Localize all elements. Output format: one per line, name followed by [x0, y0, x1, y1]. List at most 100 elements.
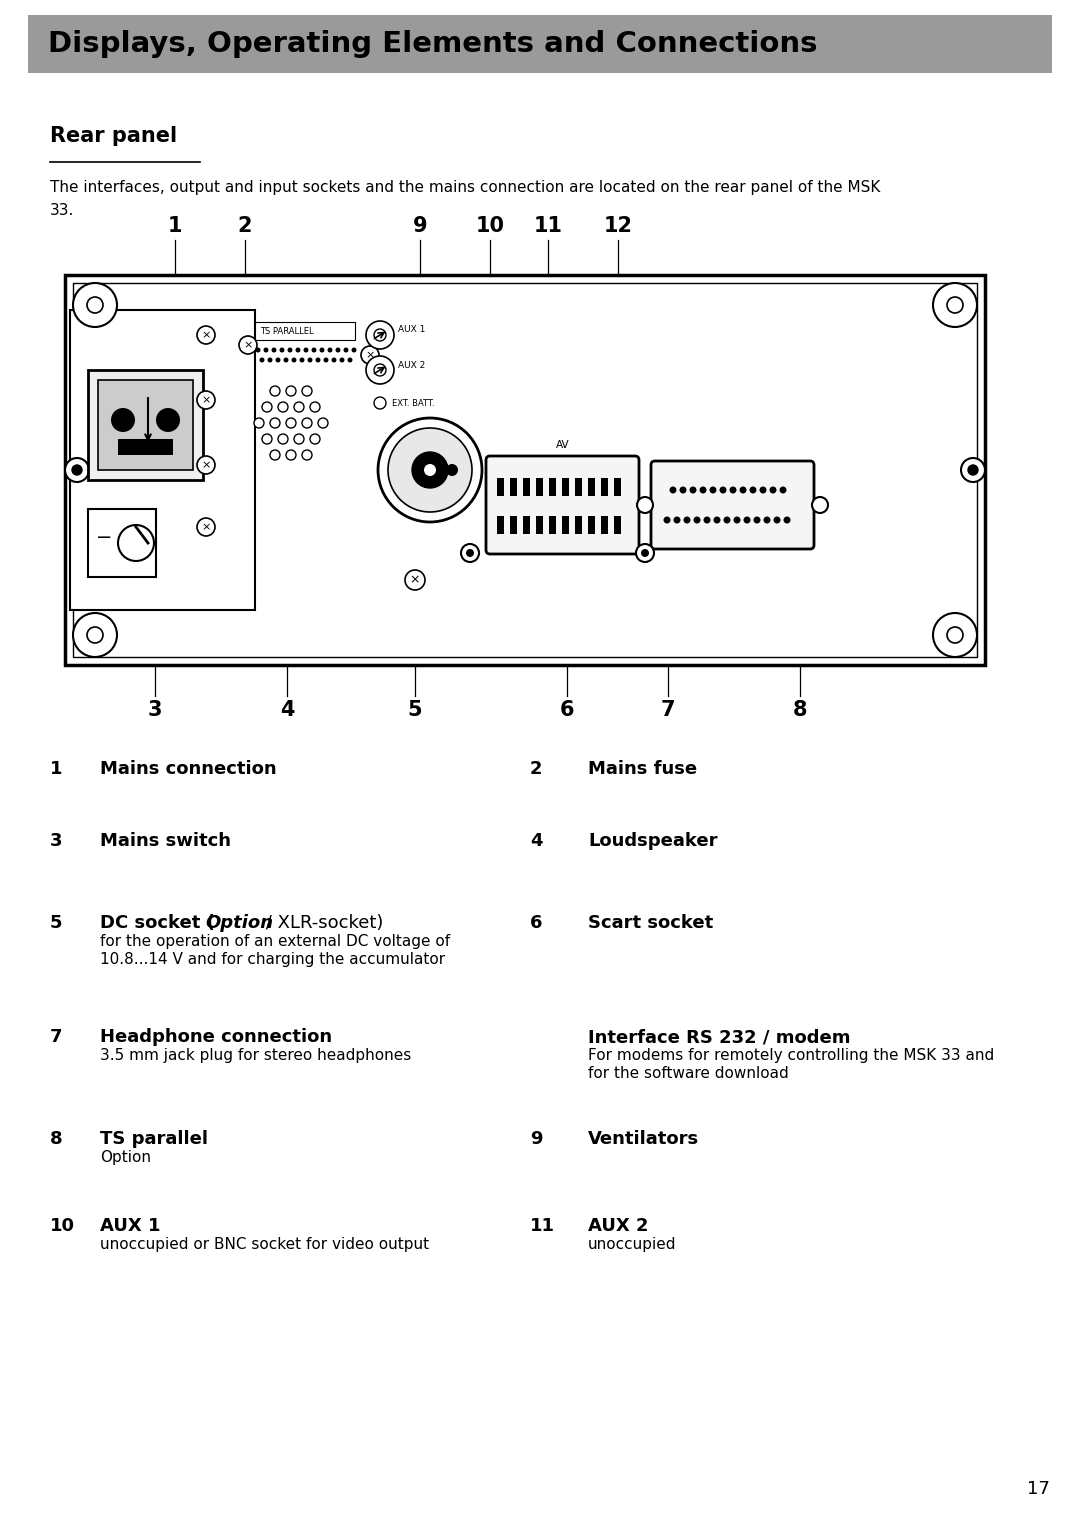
Text: 4: 4 [280, 700, 294, 720]
Bar [523, 516, 530, 533]
Text: RS232: RS232 [755, 446, 784, 455]
Text: Rear panel: Rear panel [50, 125, 177, 147]
Text: Mains connection: Mains connection [100, 759, 276, 778]
Text: 5: 5 [407, 700, 422, 720]
Text: Option: Option [205, 914, 273, 932]
Text: AUX 1: AUX 1 [399, 325, 426, 335]
Text: 3,5A: 3,5A [420, 539, 440, 549]
Bar [510, 516, 517, 533]
Text: Headphone connection: Headphone connection [100, 1028, 333, 1047]
Circle shape [812, 497, 828, 513]
Circle shape [259, 358, 265, 362]
Circle shape [446, 465, 458, 477]
Text: 10: 10 [50, 1216, 75, 1235]
Circle shape [348, 358, 352, 362]
Circle shape [111, 408, 135, 432]
Circle shape [287, 347, 293, 353]
Text: 5: 5 [50, 914, 63, 932]
Circle shape [87, 296, 103, 313]
Bar [588, 516, 595, 533]
Text: 7: 7 [50, 1028, 63, 1047]
Text: 8: 8 [50, 1131, 63, 1148]
Circle shape [636, 544, 654, 562]
Circle shape [303, 347, 309, 353]
Circle shape [197, 518, 215, 536]
Circle shape [87, 626, 103, 643]
Circle shape [351, 347, 356, 353]
Text: MODEM: MODEM [675, 446, 710, 455]
Circle shape [239, 336, 257, 354]
Circle shape [703, 516, 711, 524]
Text: 7: 7 [661, 700, 675, 720]
Text: unoccupied or BNC socket for video output: unoccupied or BNC socket for video outpu… [100, 1238, 429, 1251]
Circle shape [642, 549, 649, 558]
Bar [73, 283, 977, 657]
Circle shape [424, 465, 436, 477]
Bar [497, 478, 504, 497]
Circle shape [324, 358, 328, 362]
Circle shape [294, 434, 303, 445]
Text: 10.8...14 V and for charging the accumulator: 10.8...14 V and for charging the accumul… [100, 952, 445, 967]
Bar [562, 478, 569, 497]
Circle shape [714, 516, 720, 524]
Text: / XLR-socket): / XLR-socket) [260, 914, 383, 932]
Circle shape [769, 486, 777, 494]
Bar [87, 509, 156, 578]
Circle shape [275, 358, 281, 362]
Circle shape [299, 358, 305, 362]
Circle shape [343, 347, 349, 353]
Text: Fi EC127 T1A / 25V: Fi EC127 T1A / 25V [72, 642, 138, 646]
Circle shape [270, 387, 280, 396]
Text: TS PARALLEL: TS PARALLEL [260, 327, 313, 336]
Circle shape [302, 419, 312, 428]
Text: 6: 6 [530, 914, 542, 932]
Text: ~100-250VAC / 50-400Hz: ~100-250VAC / 50-400Hz [72, 617, 161, 623]
Circle shape [264, 347, 269, 353]
Circle shape [73, 613, 117, 657]
Text: 6: 6 [559, 700, 575, 720]
Circle shape [933, 283, 977, 327]
Text: AUX 1: AUX 1 [100, 1216, 161, 1235]
Circle shape [270, 451, 280, 460]
Text: 8: 8 [793, 700, 807, 720]
Text: ─── 11 - 14VDC: ─── 11 - 14VDC [388, 527, 453, 536]
Circle shape [332, 358, 337, 362]
Circle shape [310, 402, 320, 413]
Bar [118, 439, 173, 455]
Text: ×: × [201, 460, 211, 471]
Circle shape [294, 402, 303, 413]
Text: Mains switch: Mains switch [100, 833, 231, 850]
Circle shape [320, 347, 324, 353]
Circle shape [286, 451, 296, 460]
Circle shape [339, 358, 345, 362]
Circle shape [302, 387, 312, 396]
Text: AUX 2: AUX 2 [588, 1216, 648, 1235]
Circle shape [733, 516, 741, 524]
Bar [65, 275, 985, 665]
Circle shape [262, 402, 272, 413]
Text: 2: 2 [530, 759, 542, 778]
Circle shape [689, 486, 697, 494]
Bar [98, 380, 193, 471]
Text: ×: × [409, 573, 420, 587]
Text: unoccupied: unoccupied [588, 1238, 676, 1251]
Text: for the software download: for the software download [588, 1067, 788, 1080]
Circle shape [270, 419, 280, 428]
Circle shape [262, 434, 272, 445]
Circle shape [700, 486, 706, 494]
Text: 12: 12 [604, 215, 633, 235]
Text: ×: × [201, 330, 211, 341]
Text: Interface RS 232 / modem: Interface RS 232 / modem [588, 1028, 851, 1047]
Bar [255, 322, 355, 341]
Circle shape [278, 402, 288, 413]
Circle shape [315, 358, 321, 362]
FancyBboxPatch shape [651, 461, 814, 549]
Text: 2: 2 [238, 215, 253, 235]
Circle shape [773, 516, 781, 524]
Circle shape [968, 465, 978, 475]
Circle shape [286, 419, 296, 428]
Circle shape [411, 452, 448, 487]
Bar [497, 516, 504, 533]
Circle shape [693, 516, 701, 524]
Circle shape [271, 347, 276, 353]
